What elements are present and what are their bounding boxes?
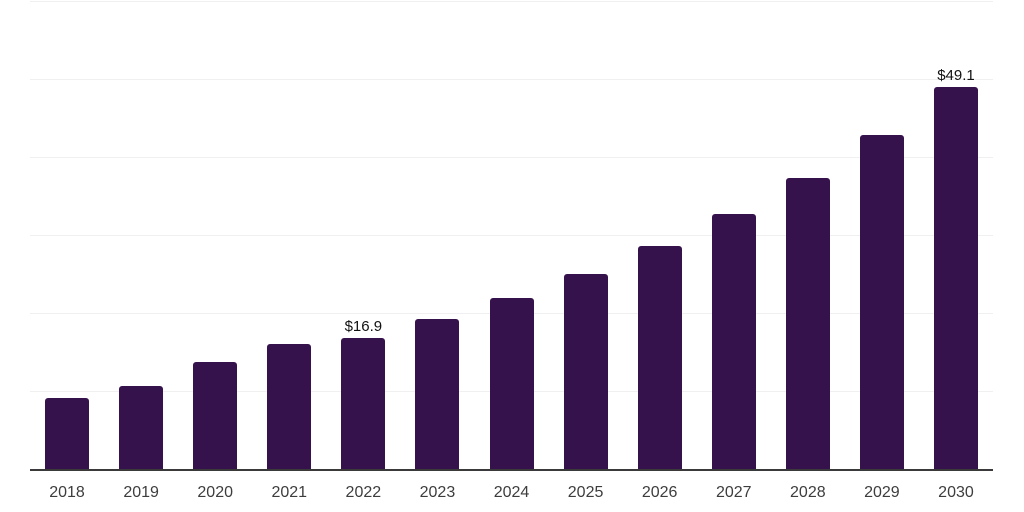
gridline-30	[30, 235, 993, 236]
bar-column-2025	[549, 2, 623, 470]
x-tick-2027: 2027	[715, 484, 752, 501]
x-tick-2025: 2025	[567, 484, 604, 501]
bar-2019	[119, 385, 164, 470]
bar-2030	[933, 87, 978, 470]
bar-2023	[415, 319, 460, 470]
bar-2022	[341, 338, 386, 470]
x-tick-2023: 2023	[419, 484, 456, 501]
x-tick-2021: 2021	[271, 484, 308, 501]
x-tick-2024: 2024	[493, 484, 530, 501]
x-tick-2028: 2028	[790, 484, 826, 501]
bar-2026	[637, 246, 682, 470]
bar-column-2026	[623, 2, 697, 470]
gridline-50	[30, 79, 993, 80]
bar-2028	[785, 178, 830, 470]
bar-column-2027	[697, 2, 771, 470]
bar-2021	[267, 343, 312, 470]
x-axis-labels: 2018 2019 2020 2021 2022 2023 2024 2025 2026 2027…	[30, 483, 993, 502]
bar-2020	[193, 361, 238, 470]
x-tick-2018: 2018	[49, 484, 85, 501]
bars: $16.9 $49.1	[30, 2, 993, 470]
x-tick-2022: 2022	[345, 484, 382, 501]
bar-2029	[859, 134, 904, 470]
gridline-60	[30, 1, 993, 2]
gridline-40	[30, 157, 993, 159]
x-tick-2030: 2030	[938, 484, 974, 501]
bar-column-2028	[771, 2, 845, 470]
bar-2027	[711, 214, 756, 470]
bar-2025	[563, 274, 608, 470]
bar-column-2019	[104, 2, 178, 470]
bar-2024	[489, 297, 534, 470]
bar-column-2023	[400, 2, 474, 470]
bar-column-2030: $49.1	[919, 2, 993, 470]
bar-column-2022: $16.9	[326, 2, 400, 470]
plot-area: $16.9 $49.1	[30, 1, 993, 470]
bar-column-2029	[845, 2, 919, 470]
x-axis-line	[30, 469, 993, 471]
bar-column-2020	[178, 2, 252, 470]
x-tick-2020: 2020	[197, 484, 233, 501]
x-tick-2026: 2026	[641, 484, 678, 501]
bar-column-2021	[252, 2, 326, 470]
x-tick-2029: 2029	[864, 484, 900, 501]
x-tick-2019: 2019	[123, 484, 159, 501]
bar-column-2018	[30, 2, 104, 470]
data-label-2030: $49.1	[937, 67, 975, 85]
bar-column-2024	[474, 2, 548, 470]
data-label-2022: $16.9	[344, 318, 383, 336]
bar-2018	[45, 398, 90, 470]
